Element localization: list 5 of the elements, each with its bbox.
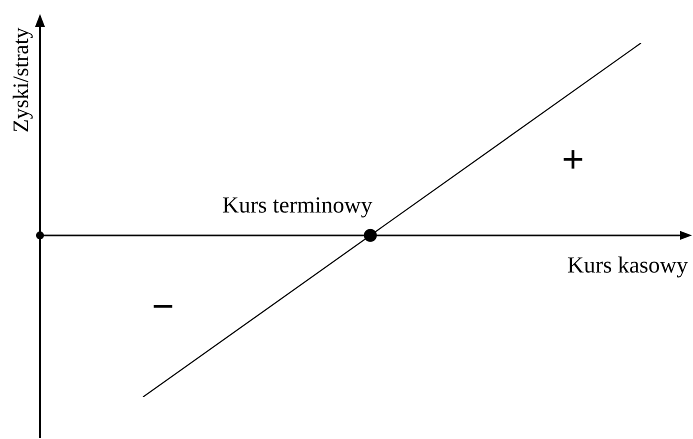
annotation: Kurs terminowy xyxy=(222,192,373,218)
x-axis-title: Kurs kasowy xyxy=(567,252,688,278)
annotation: + xyxy=(562,139,584,181)
y-axis-title: Zyski/straty xyxy=(8,27,33,133)
annotation: − xyxy=(152,286,174,328)
